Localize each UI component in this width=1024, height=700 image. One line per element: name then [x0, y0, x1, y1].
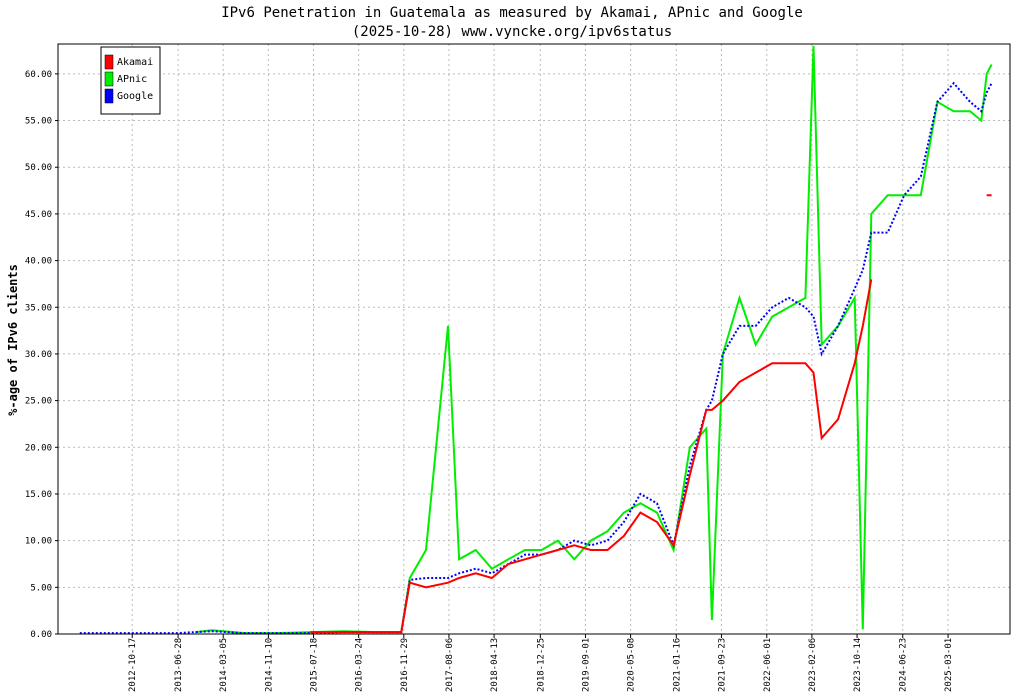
- y-tick-label: 20.00: [25, 443, 52, 453]
- legend-label: Akamai: [117, 57, 153, 68]
- x-tick-label: 2014-11-10: [264, 638, 274, 692]
- legend-swatch: [104, 71, 114, 87]
- legend-swatch: [104, 88, 114, 104]
- y-tick-label: 35.00: [25, 303, 52, 313]
- legend-label: APnic: [117, 74, 147, 85]
- x-tick-label: 2020-05-08: [627, 638, 637, 692]
- y-tick-label: 30.00: [25, 350, 52, 360]
- x-tick-label: 2014-03-05: [219, 638, 229, 692]
- legend-label: Google: [117, 91, 153, 102]
- y-tick-label: 40.00: [25, 257, 52, 267]
- y-axis-label: %-age of IPv6 clients: [6, 264, 20, 416]
- x-tick-label: 2024-06-23: [899, 638, 909, 692]
- x-tick-label: 2016-03-24: [355, 638, 365, 692]
- chart-title: IPv6 Penetration in Guatemala as measure…: [221, 5, 803, 21]
- series-line: [195, 45, 993, 635]
- plot-frame: [57, 43, 1011, 635]
- legend-swatch: [104, 54, 114, 70]
- legend: Akamai APnic Google: [100, 46, 161, 115]
- x-tick-label: 2019-09-01: [581, 638, 591, 692]
- y-tick-label: 10.00: [25, 537, 52, 547]
- x-tick-label: 2013-06-28: [174, 638, 184, 692]
- y-tick-label: 25.00: [25, 397, 52, 407]
- x-tick-label: 2021-01-16: [672, 638, 682, 692]
- series-line: [310, 194, 992, 634]
- y-tick-label: 60.00: [25, 70, 52, 80]
- x-tick-label: 2025-03-01: [944, 638, 954, 692]
- y-tick-label: 0.00: [30, 630, 52, 640]
- y-tick-label: 5.00: [30, 583, 52, 593]
- x-tick-label: 2017-08-06: [445, 638, 455, 692]
- y-tick-label: 50.00: [25, 163, 52, 173]
- chart-subtitle: (2025-10-28) www.vyncke.org/ipv6status: [352, 24, 672, 40]
- x-tick-label: 2018-04-13: [490, 638, 500, 692]
- x-tick-label: 2021-09-23: [717, 638, 727, 692]
- x-tick-label: 2012-10-17: [128, 638, 138, 692]
- x-tick-label: 2023-10-14: [853, 638, 863, 692]
- y-tick-label: 15.00: [25, 490, 52, 500]
- x-tick-label: 2023-02-06: [808, 638, 818, 692]
- x-tick-label: 2018-12-25: [536, 638, 546, 692]
- x-tick-label: 2022-06-01: [763, 638, 773, 692]
- grid: 0.00 5.00 10.00 15.00 20.00 25.00 30.00 35.00 40…: [25, 44, 1010, 692]
- y-tick-label: 45.00: [25, 210, 52, 220]
- x-tick-label: 2015-07-18: [310, 638, 320, 692]
- x-tick-label: 2016-11-29: [400, 638, 410, 692]
- plot: [79, 45, 993, 635]
- y-tick-label: 55.00: [25, 117, 52, 127]
